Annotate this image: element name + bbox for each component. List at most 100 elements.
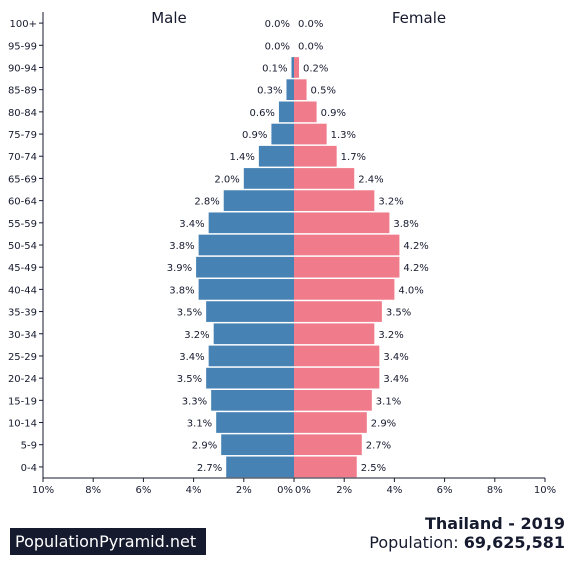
bar-male-75-79 — [271, 123, 294, 145]
label-female-45-49: 4.2% — [403, 263, 428, 274]
bar-male-90-94 — [291, 57, 294, 78]
bar-female-35-39 — [294, 301, 382, 322]
label-female-70-74: 1.7% — [341, 152, 366, 163]
label-male-10-14: 3.1% — [187, 419, 212, 430]
bar-female-30-34 — [294, 323, 375, 345]
label-male-15-19: 3.3% — [182, 396, 207, 407]
label-female-85-89: 0.5% — [311, 86, 336, 97]
label-female-40-44: 4.0% — [398, 285, 423, 296]
bar-female-60-64 — [294, 190, 375, 211]
bar-female-0-4 — [294, 456, 357, 478]
label-female-20-24: 3.4% — [383, 374, 408, 385]
population-readout: Population: 69,625,581 — [369, 533, 565, 552]
bar-female-55-59 — [294, 212, 390, 234]
bar-female-45-49 — [294, 256, 400, 278]
category-label-25-29: 25-29 — [8, 352, 37, 363]
label-female-75-79: 1.3% — [331, 130, 356, 141]
xtick-label-left-4: 2% — [236, 485, 252, 496]
bar-female-90-94 — [294, 57, 300, 78]
label-female-100+: 0.0% — [298, 19, 323, 30]
bar-female-10-14 — [294, 412, 367, 433]
category-label-75-79: 75-79 — [8, 130, 37, 141]
bar-female-85-89 — [294, 79, 307, 101]
label-male-70-74: 1.4% — [229, 152, 254, 163]
legend-male: Male — [151, 9, 187, 27]
label-male-55-59: 3.4% — [179, 219, 204, 230]
category-label-50-54: 50-54 — [8, 241, 37, 252]
label-male-60-64: 2.8% — [194, 197, 219, 208]
label-male-50-54: 3.8% — [169, 241, 194, 252]
population-label: Population: — [369, 533, 464, 552]
label-female-25-29: 3.4% — [383, 352, 408, 363]
label-male-65-69: 2.0% — [214, 174, 239, 185]
bar-female-20-24 — [294, 367, 380, 389]
label-female-80-84: 0.9% — [321, 108, 346, 119]
category-label-90-94: 90-94 — [8, 63, 37, 74]
bar-male-50-54 — [198, 234, 294, 256]
label-female-60-64: 3.2% — [378, 197, 403, 208]
xtick-label-right-1: 2% — [336, 485, 352, 496]
label-male-100+: 0.0% — [265, 19, 290, 30]
bar-female-80-84 — [294, 101, 317, 123]
bar-female-5-9 — [294, 434, 362, 456]
label-female-90-94: 0.2% — [303, 63, 328, 74]
label-male-35-39: 3.5% — [177, 308, 202, 319]
xtick-label-left-3: 4% — [186, 485, 202, 496]
category-label-35-39: 35-39 — [8, 308, 37, 319]
bar-male-80-84 — [278, 101, 294, 123]
category-label-15-19: 15-19 — [8, 396, 37, 407]
brand-logo[interactable]: PopulationPyramid.net — [10, 528, 206, 555]
label-female-0-4: 2.5% — [361, 463, 386, 474]
bar-male-85-89 — [286, 79, 294, 101]
bar-male-55-59 — [208, 212, 294, 234]
xtick-label-left-2: 6% — [135, 485, 151, 496]
label-male-80-84: 0.6% — [250, 108, 275, 119]
label-male-90-94: 0.1% — [262, 63, 287, 74]
category-label-55-59: 55-59 — [8, 219, 37, 230]
category-label-45-49: 45-49 — [8, 263, 37, 274]
xtick-label-left-5: 0% — [277, 485, 293, 496]
label-female-95-99: 0.0% — [298, 41, 323, 52]
label-female-65-69: 2.4% — [358, 174, 383, 185]
bar-female-25-29 — [294, 345, 380, 367]
label-female-35-39: 3.5% — [386, 308, 411, 319]
male-bars — [196, 57, 294, 478]
bar-male-70-74 — [258, 145, 294, 167]
category-label-5-9: 5-9 — [21, 441, 37, 452]
xtick-label-left-1: 8% — [85, 485, 101, 496]
population-value: 69,625,581 — [463, 533, 565, 552]
xtick-label-right-0: 0% — [295, 485, 311, 496]
category-label-10-14: 10-14 — [8, 419, 37, 430]
label-male-5-9: 2.9% — [192, 441, 217, 452]
bar-male-60-64 — [223, 190, 294, 211]
label-female-50-54: 4.2% — [403, 241, 428, 252]
category-label-100+: 100+ — [10, 19, 37, 30]
bar-male-5-9 — [221, 434, 294, 456]
category-label-70-74: 70-74 — [8, 152, 37, 163]
bar-male-20-24 — [206, 367, 294, 389]
brand-text: PopulationPyramid.net — [15, 532, 197, 551]
xtick-label-right-3: 6% — [437, 485, 453, 496]
bar-male-25-29 — [208, 345, 294, 367]
category-label-0-4: 0-4 — [21, 463, 37, 474]
xtick-label-right-5: 10% — [534, 485, 556, 496]
labels: Male Female 2.7% 2.5% 0-4 2.9% 2.7% 5-9 3.1% 2.9%… — [8, 9, 556, 496]
bar-male-0-4 — [226, 456, 294, 478]
label-male-85-89: 0.3% — [257, 86, 282, 97]
label-female-55-59: 3.8% — [393, 219, 418, 230]
label-male-95-99: 0.0% — [265, 41, 290, 52]
label-female-10-14: 2.9% — [371, 419, 396, 430]
category-label-40-44: 40-44 — [8, 285, 37, 296]
xtick-label-left-0: 10% — [32, 485, 54, 496]
category-label-60-64: 60-64 — [8, 197, 37, 208]
category-label-80-84: 80-84 — [8, 108, 37, 119]
chart-title: Thailand - 2019 — [424, 514, 565, 533]
label-female-5-9: 2.7% — [366, 441, 391, 452]
bar-female-50-54 — [294, 234, 400, 256]
xtick-label-right-4: 8% — [487, 485, 503, 496]
bar-female-40-44 — [294, 279, 395, 300]
category-label-85-89: 85-89 — [8, 86, 37, 97]
bar-female-65-69 — [294, 168, 355, 189]
bar-female-75-79 — [294, 123, 327, 145]
bar-male-40-44 — [198, 279, 294, 300]
